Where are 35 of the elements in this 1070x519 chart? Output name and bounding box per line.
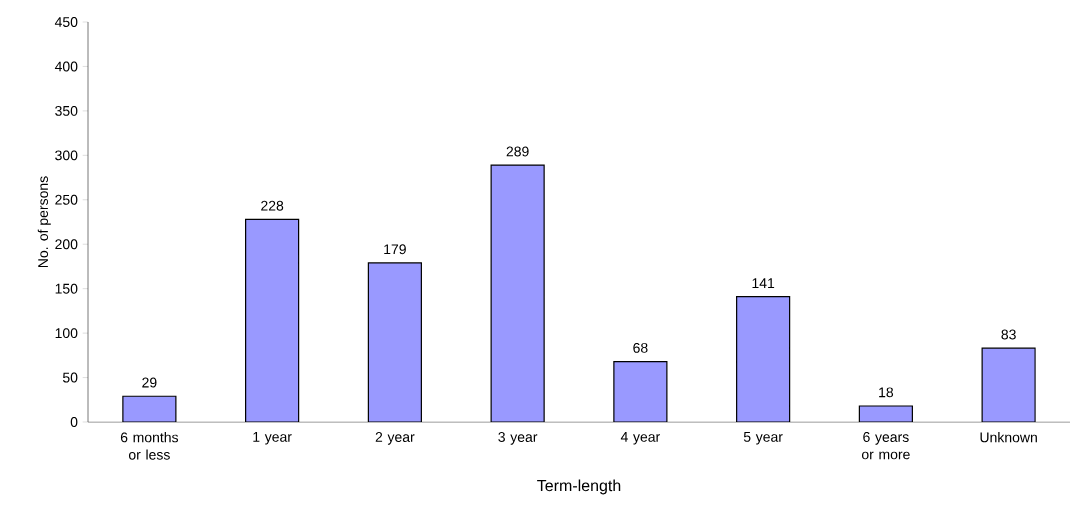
y-tick-label: 0 xyxy=(70,417,78,427)
data-label: 179 xyxy=(384,244,406,255)
x-tick-label: 1 year xyxy=(253,432,292,445)
x-tick-label: 5 year xyxy=(743,432,783,445)
x-axis-title: Term-length xyxy=(537,479,621,495)
bar xyxy=(490,164,545,422)
data-label: 289 xyxy=(506,146,529,157)
bar xyxy=(613,360,668,422)
data-label: 83 xyxy=(1001,329,1016,340)
x-tick-label: 6 months or less xyxy=(120,432,179,460)
data-label: 228 xyxy=(261,200,284,211)
y-tick-label: 400 xyxy=(54,61,78,72)
y-tick-label: 350 xyxy=(55,105,78,116)
y-tick-label: 200 xyxy=(55,239,78,250)
x-tick-label: Unknown xyxy=(980,432,1037,443)
bar xyxy=(245,218,300,422)
bar xyxy=(981,347,1036,422)
bar xyxy=(367,262,422,422)
y-tick-label: 450 xyxy=(54,17,78,27)
data-label: 141 xyxy=(752,278,775,288)
x-tick-label: 6 years or more xyxy=(861,432,910,460)
data-label: 68 xyxy=(633,342,648,353)
bar xyxy=(122,395,177,422)
y-tick-label: 250 xyxy=(55,194,78,205)
x-tick-label: 2 year xyxy=(375,432,415,445)
x-tick-label: 4 year xyxy=(620,432,660,445)
y-tick-label: 100 xyxy=(55,328,78,339)
data-label: 18 xyxy=(879,387,894,398)
y-tick-label: 300 xyxy=(55,150,78,161)
y-tick-label: 50 xyxy=(62,372,78,383)
y-tick-label: 150 xyxy=(55,283,78,294)
bar xyxy=(736,296,791,422)
data-label: 29 xyxy=(142,377,157,388)
y-axis-title: No. of persons xyxy=(37,176,51,268)
x-tick-label: 3 year xyxy=(498,432,538,445)
